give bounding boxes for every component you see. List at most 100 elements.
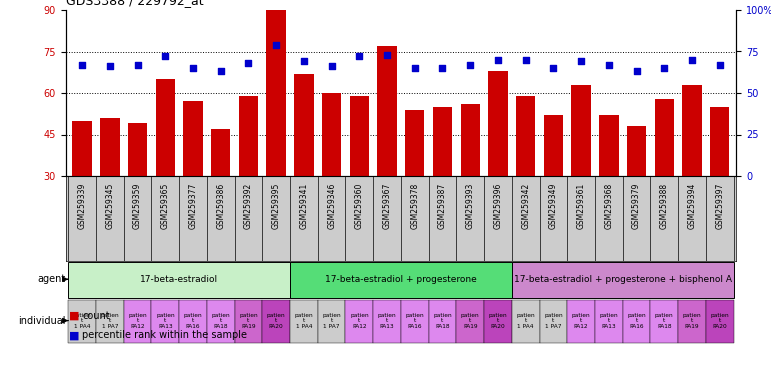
Bar — [156, 79, 175, 259]
Text: patien
t
1 PA7: patien t 1 PA7 — [544, 313, 563, 328]
Bar — [290, 262, 512, 298]
Text: patien
t
PA18: patien t PA18 — [433, 313, 452, 328]
Text: patien
t
PA18: patien t PA18 — [211, 313, 230, 328]
Text: GSM259346: GSM259346 — [327, 183, 336, 229]
Text: patien
t
PA12: patien t PA12 — [128, 313, 147, 328]
Text: GSM259387: GSM259387 — [438, 183, 447, 229]
Bar — [373, 300, 401, 343]
Bar — [655, 99, 674, 259]
Bar — [69, 300, 96, 343]
Text: GSM259368: GSM259368 — [604, 183, 613, 229]
Text: patien
t
1 PA7: patien t 1 PA7 — [322, 313, 341, 328]
Text: GSM259349: GSM259349 — [549, 183, 558, 229]
Bar — [100, 118, 120, 259]
Bar — [544, 115, 563, 259]
Bar — [484, 300, 512, 343]
Bar — [290, 300, 318, 343]
Text: GSM259359: GSM259359 — [133, 183, 142, 229]
Text: individual: individual — [19, 316, 66, 326]
Text: patien
t
1 PA4: patien t 1 PA4 — [295, 313, 313, 328]
Text: GSM259377: GSM259377 — [189, 183, 197, 229]
Text: patien
t
PA20: patien t PA20 — [489, 313, 507, 328]
Point — [685, 57, 698, 63]
Text: patien
t
PA19: patien t PA19 — [682, 313, 702, 328]
Bar — [211, 129, 231, 259]
Point — [547, 65, 560, 71]
Text: patien
t
PA12: patien t PA12 — [572, 313, 591, 328]
Text: patien
t
PA13: patien t PA13 — [600, 313, 618, 328]
Bar — [349, 96, 369, 259]
Bar — [207, 300, 234, 343]
Bar — [151, 300, 179, 343]
Text: GSM259395: GSM259395 — [271, 183, 281, 229]
Text: patien
t
PA20: patien t PA20 — [267, 313, 285, 328]
Bar — [239, 96, 258, 259]
Point — [520, 57, 532, 63]
Bar — [678, 300, 705, 343]
Bar — [651, 300, 678, 343]
Point — [159, 53, 171, 60]
Text: GSM259379: GSM259379 — [632, 183, 641, 229]
Text: 17-beta-estradiol + progesterone: 17-beta-estradiol + progesterone — [325, 275, 476, 284]
Text: GSM259367: GSM259367 — [382, 183, 392, 229]
Text: patien
t
PA13: patien t PA13 — [378, 313, 396, 328]
Text: GSM259342: GSM259342 — [521, 183, 530, 229]
Text: patien
t
1 PA7: patien t 1 PA7 — [100, 313, 120, 328]
Text: patien
t
1 PA4: patien t 1 PA4 — [72, 313, 92, 328]
Point — [131, 62, 143, 68]
Text: GSM259393: GSM259393 — [466, 183, 475, 229]
Bar — [234, 300, 262, 343]
Point — [187, 65, 199, 71]
Bar — [599, 115, 618, 259]
Text: GSM259365: GSM259365 — [161, 183, 170, 229]
Point — [242, 60, 254, 66]
Bar — [705, 300, 733, 343]
Text: GSM259396: GSM259396 — [493, 183, 503, 229]
Bar — [429, 300, 456, 343]
Bar — [512, 262, 733, 298]
Bar — [512, 300, 540, 343]
Bar — [96, 300, 123, 343]
Bar — [516, 96, 535, 259]
Point — [658, 65, 671, 71]
Text: agent: agent — [38, 274, 66, 284]
Text: 17-beta-estradiol: 17-beta-estradiol — [140, 275, 218, 284]
Point — [575, 58, 588, 65]
Bar — [267, 10, 286, 259]
Text: patien
t
PA16: patien t PA16 — [183, 313, 202, 328]
Bar — [295, 74, 314, 259]
Text: patien
t
PA12: patien t PA12 — [350, 313, 369, 328]
Text: patien
t
1 PA4: patien t 1 PA4 — [517, 313, 535, 328]
Text: patien
t
PA18: patien t PA18 — [655, 313, 674, 328]
Bar — [401, 300, 429, 343]
Text: patien
t
PA19: patien t PA19 — [239, 313, 258, 328]
Text: GSM259341: GSM259341 — [299, 183, 308, 229]
Bar — [682, 85, 702, 259]
Bar — [627, 126, 646, 259]
Bar — [710, 107, 729, 259]
Bar — [433, 107, 453, 259]
Point — [436, 65, 449, 71]
Bar — [488, 71, 507, 259]
Bar — [540, 300, 567, 343]
Point — [298, 58, 310, 65]
Bar — [460, 104, 480, 259]
Text: ■: ■ — [69, 311, 80, 321]
Point — [104, 63, 116, 70]
Text: GSM259392: GSM259392 — [244, 183, 253, 229]
Point — [214, 68, 227, 74]
Text: patien
t
PA16: patien t PA16 — [406, 313, 424, 328]
Text: GSM259360: GSM259360 — [355, 183, 364, 229]
Text: GSM259388: GSM259388 — [660, 183, 668, 229]
Bar — [595, 300, 623, 343]
Bar — [567, 300, 595, 343]
Point — [713, 62, 726, 68]
Point — [631, 68, 643, 74]
Point — [270, 42, 282, 48]
Point — [325, 63, 338, 70]
Bar — [405, 109, 425, 259]
Text: percentile rank within the sample: percentile rank within the sample — [82, 330, 247, 340]
Point — [353, 53, 365, 60]
Bar — [322, 93, 342, 259]
Point — [381, 52, 393, 58]
